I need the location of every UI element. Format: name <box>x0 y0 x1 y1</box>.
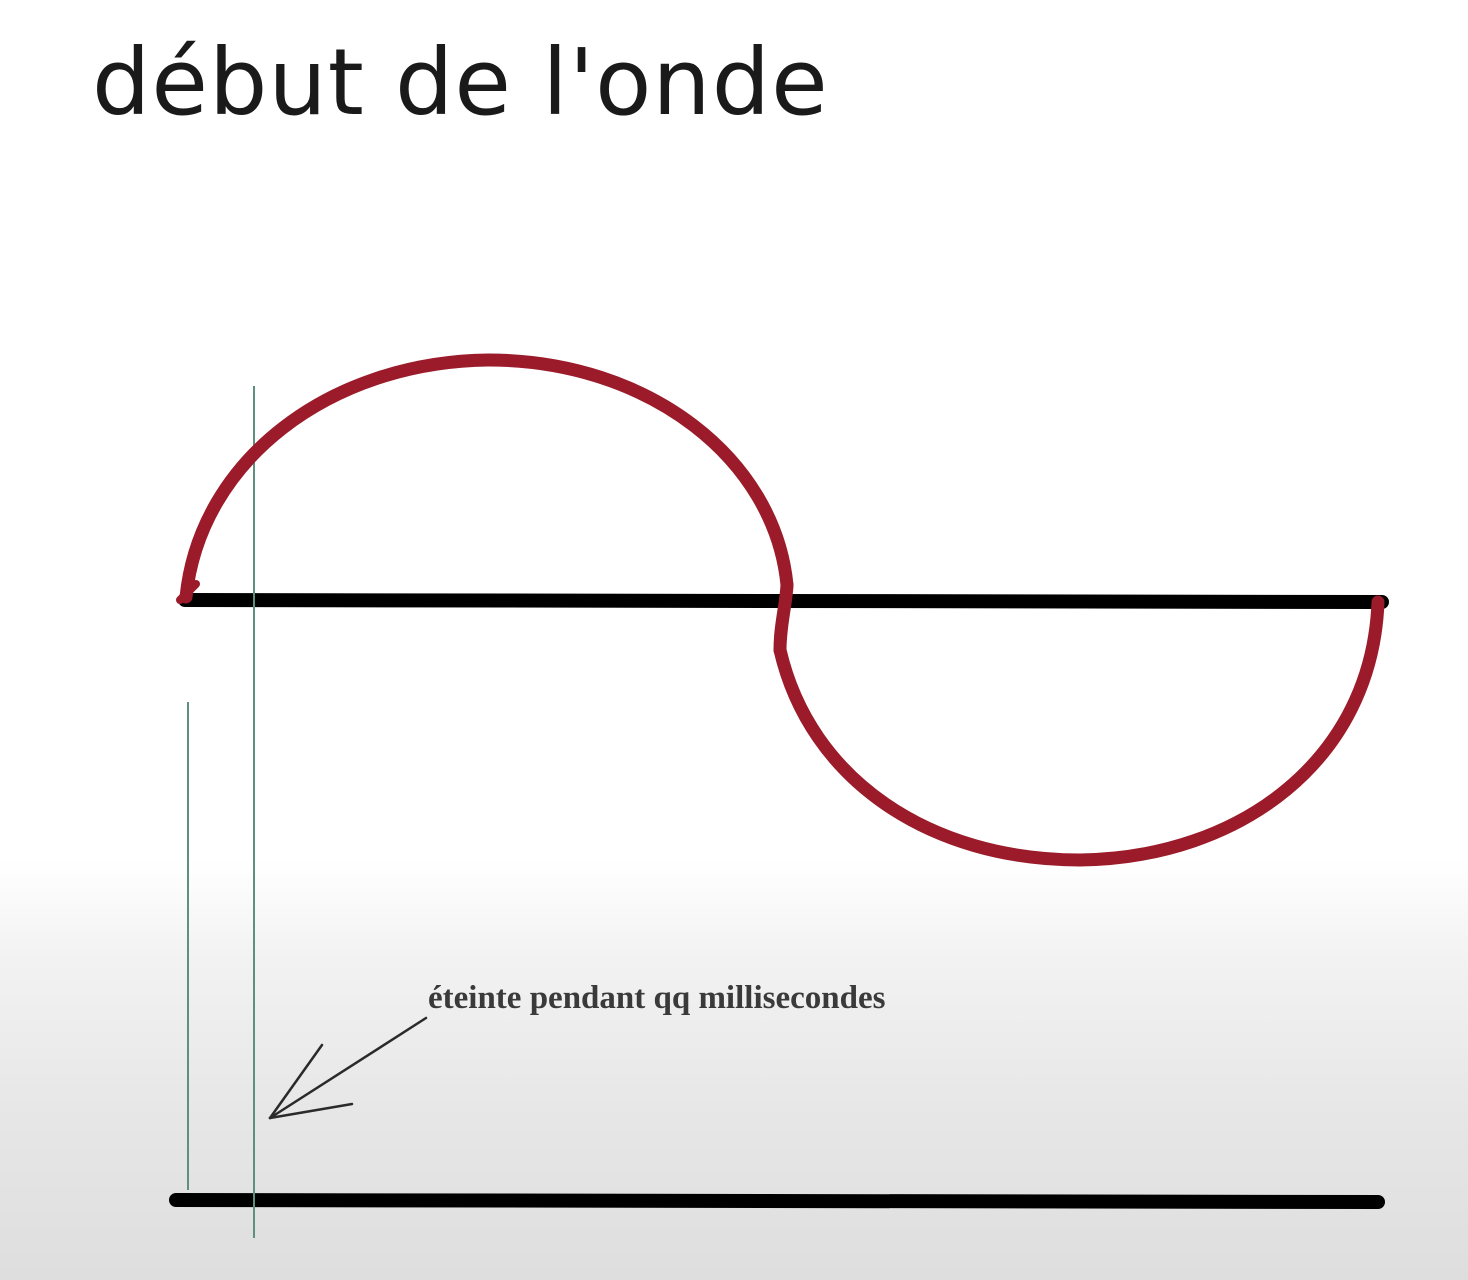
slide-title: début de l'onde <box>92 29 829 136</box>
wave-zero-crossing <box>773 578 794 657</box>
annotation-label: éteinte pendant qq millisecondes <box>428 980 886 1016</box>
annotation-arrow <box>268 1016 428 1120</box>
baseline-axis <box>169 1193 1385 1209</box>
wave-start-tick <box>176 580 200 604</box>
wave-negative-half <box>773 595 1385 867</box>
wave-positive-half <box>179 353 794 604</box>
